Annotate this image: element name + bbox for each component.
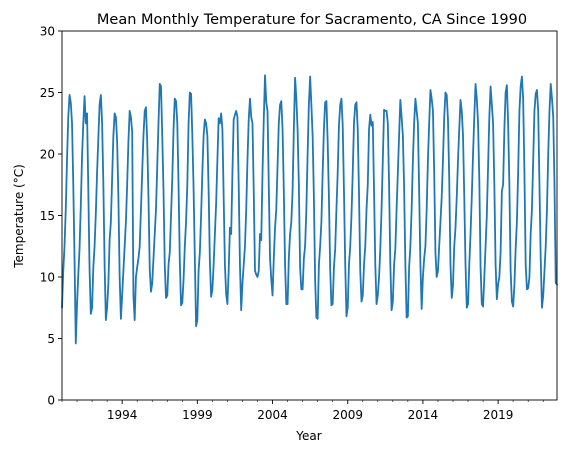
y-axis-label: Temperature (°C) — [12, 164, 26, 269]
x-tick-label: 2004 — [257, 408, 288, 422]
x-tick-label: 2009 — [332, 408, 363, 422]
y-tick-label: 30 — [40, 24, 55, 38]
y-tick-label: 10 — [40, 270, 55, 284]
x-tick-label: 2014 — [408, 408, 439, 422]
temperature-series-line — [61, 74, 558, 345]
y-tick-label: 0 — [47, 393, 55, 407]
x-axis: 1994 1999 2004 2009 2014 2019 — [61, 400, 544, 422]
axes-frame — [61, 30, 558, 401]
chart-title: Mean Monthly Temperature for Sacramento,… — [97, 12, 527, 28]
y-axis: 0 5 10 15 20 25 30 — [40, 24, 62, 407]
y-tick-label: 15 — [40, 209, 55, 223]
x-tick-label: 2019 — [483, 408, 514, 422]
x-axis-label: Year — [295, 429, 321, 443]
y-tick-label: 25 — [40, 86, 55, 100]
x-tick-label: 1994 — [107, 408, 138, 422]
y-tick-label: 5 — [47, 332, 55, 346]
y-tick-label: 20 — [40, 147, 55, 161]
plot-area — [61, 74, 558, 345]
x-tick-label: 1999 — [182, 408, 213, 422]
